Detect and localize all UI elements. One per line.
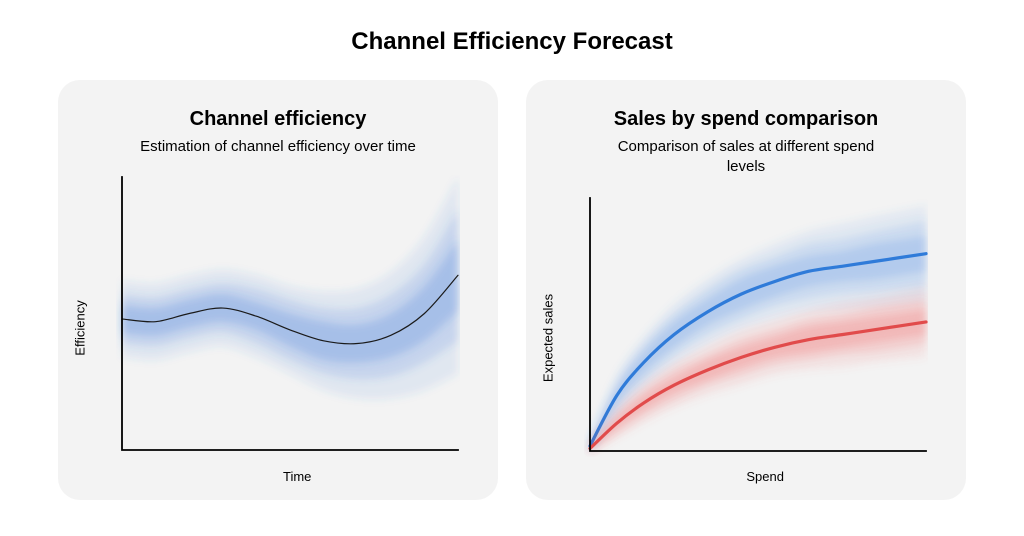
chart-left-xlabel: Time — [283, 469, 311, 484]
panel-right-title: Sales by spend comparison — [614, 108, 879, 131]
chart-right-xlabel: Spend — [746, 469, 784, 484]
chart-left-area: Efficiency Time — [86, 175, 470, 480]
panels-row: Channel efficiency Estimation of channel… — [58, 80, 966, 500]
panel-left-title: Channel efficiency — [190, 108, 367, 131]
chart-right-area: Expected sales Spend — [554, 196, 938, 481]
panel-right-subtitle: Comparison of sales at different spend l… — [606, 137, 886, 178]
panel-channel-efficiency: Channel efficiency Estimation of channel… — [58, 80, 498, 500]
chart-right-ylabel: Expected sales — [541, 294, 556, 382]
page-title: Channel Efficiency Forecast — [351, 28, 672, 56]
chart-left-ylabel: Efficiency — [73, 300, 88, 355]
chart-left-plot — [116, 175, 460, 456]
panel-sales-comparison: Sales by spend comparison Comparison of … — [526, 80, 966, 500]
panel-left-subtitle: Estimation of channel efficiency over ti… — [140, 137, 416, 157]
chart-right-plot — [584, 196, 928, 457]
